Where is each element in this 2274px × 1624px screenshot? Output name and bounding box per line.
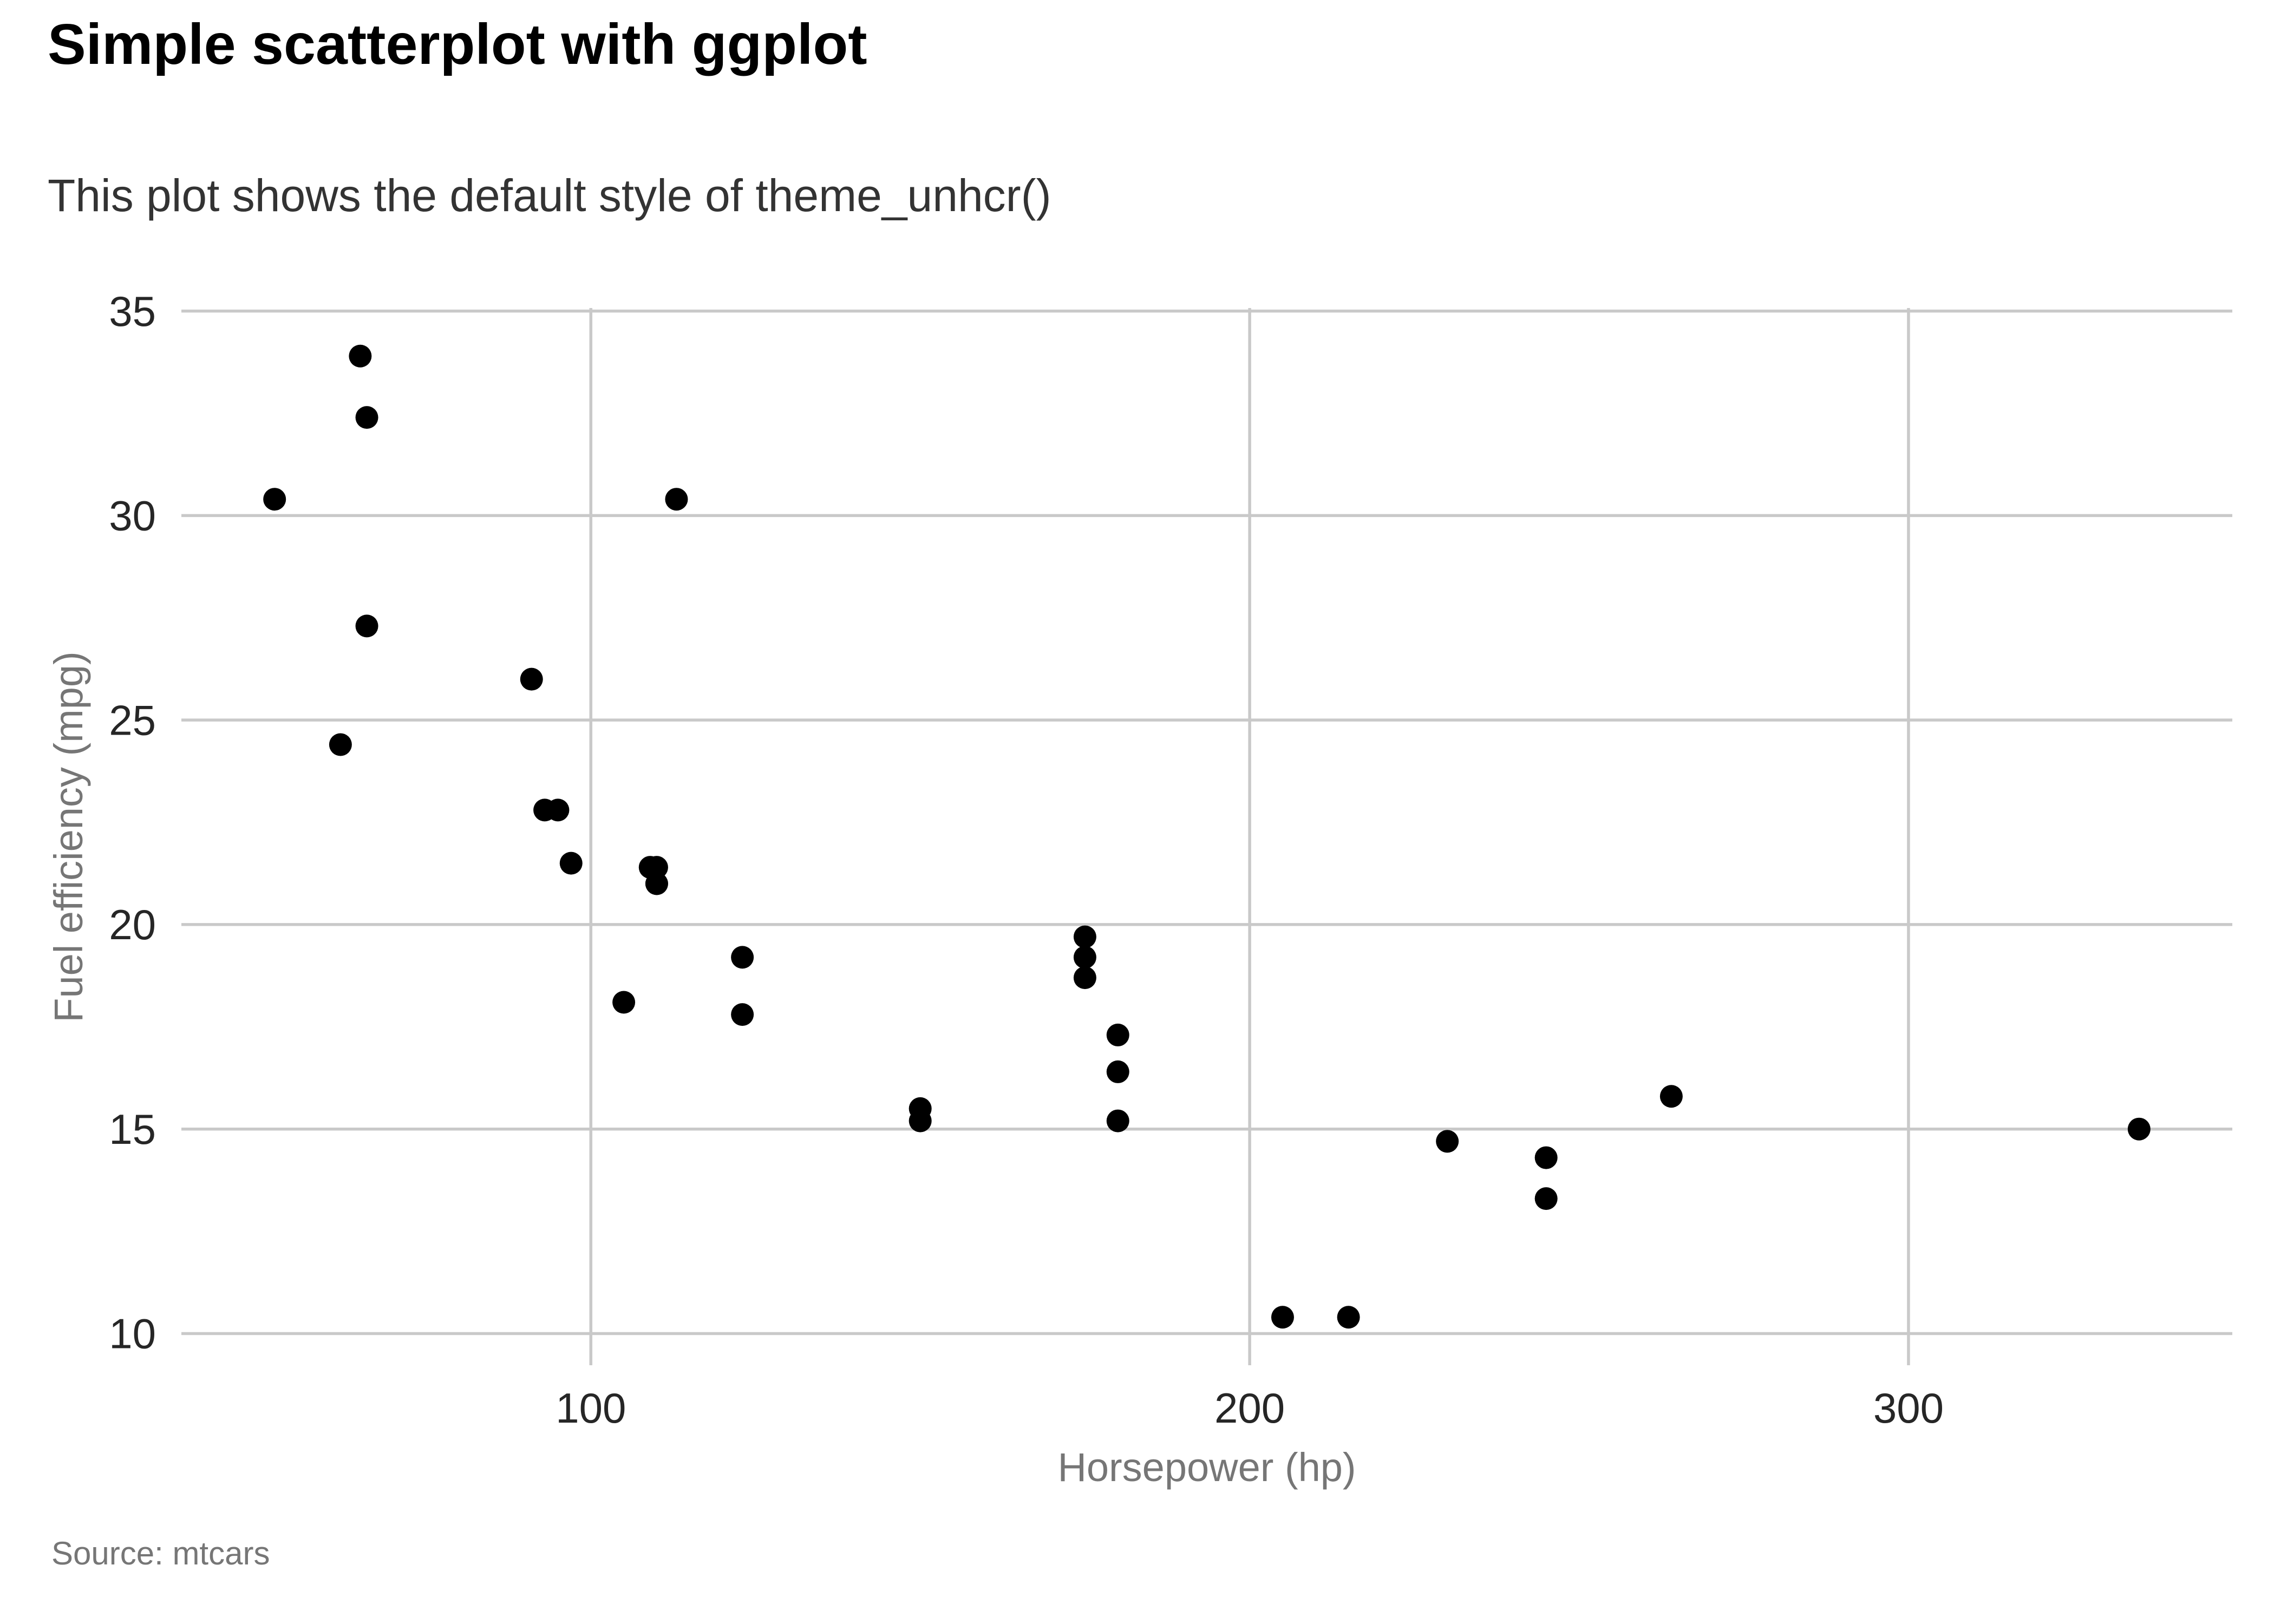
chart-subtitle: This plot shows the default style of the… (48, 170, 1051, 221)
x-tick-label-200: 200 (1214, 1384, 1285, 1432)
data-point (1271, 1306, 1294, 1329)
data-point (329, 733, 352, 756)
data-point (909, 1109, 932, 1132)
y-axis-tick-labels: 10 15 20 25 30 35 (109, 287, 156, 1358)
data-point (355, 406, 378, 429)
y-tick-label-30: 30 (109, 492, 156, 540)
data-point (1073, 946, 1096, 969)
x-axis-title: Horsepower (hp) (1057, 1445, 1356, 1490)
data-point (1106, 1109, 1129, 1132)
data-point (638, 856, 662, 879)
panel-gridlines (181, 308, 2232, 1365)
data-point (665, 488, 688, 511)
data-point (349, 344, 372, 368)
data-point (1073, 966, 1096, 990)
y-tick-label-20: 20 (109, 901, 156, 948)
data-point (2127, 1117, 2151, 1141)
y-tick-label-35: 35 (109, 287, 156, 335)
data-point (520, 667, 543, 691)
data-point (355, 614, 378, 638)
data-point (1106, 1023, 1129, 1046)
source-caption: Source: mtcars (51, 1535, 270, 1571)
x-tick-label-300: 300 (1873, 1384, 1944, 1432)
data-point (1659, 1085, 1683, 1108)
y-tick-label-15: 15 (109, 1105, 156, 1153)
data-point (263, 488, 286, 511)
y-tick-label-10: 10 (109, 1310, 156, 1358)
x-axis-tick-labels: 100 200 300 (556, 1384, 1944, 1432)
data-point (1534, 1187, 1558, 1210)
data-point (1073, 925, 1096, 948)
data-point (1337, 1306, 1360, 1329)
data-point (731, 946, 754, 969)
data-point (1106, 1060, 1129, 1083)
y-tick-label-25: 25 (109, 696, 156, 744)
data-point (546, 798, 570, 822)
data-point (1534, 1146, 1558, 1169)
y-axis-title: Fuel efficiency (mpg) (46, 651, 91, 1022)
data-point (612, 991, 636, 1014)
data-point (559, 852, 583, 875)
x-tick-label-100: 100 (556, 1384, 626, 1432)
chart-title: Simple scatterplot with ggplot (48, 12, 867, 76)
data-point (731, 1003, 754, 1026)
data-points (263, 344, 2151, 1329)
data-point (1436, 1130, 1459, 1153)
